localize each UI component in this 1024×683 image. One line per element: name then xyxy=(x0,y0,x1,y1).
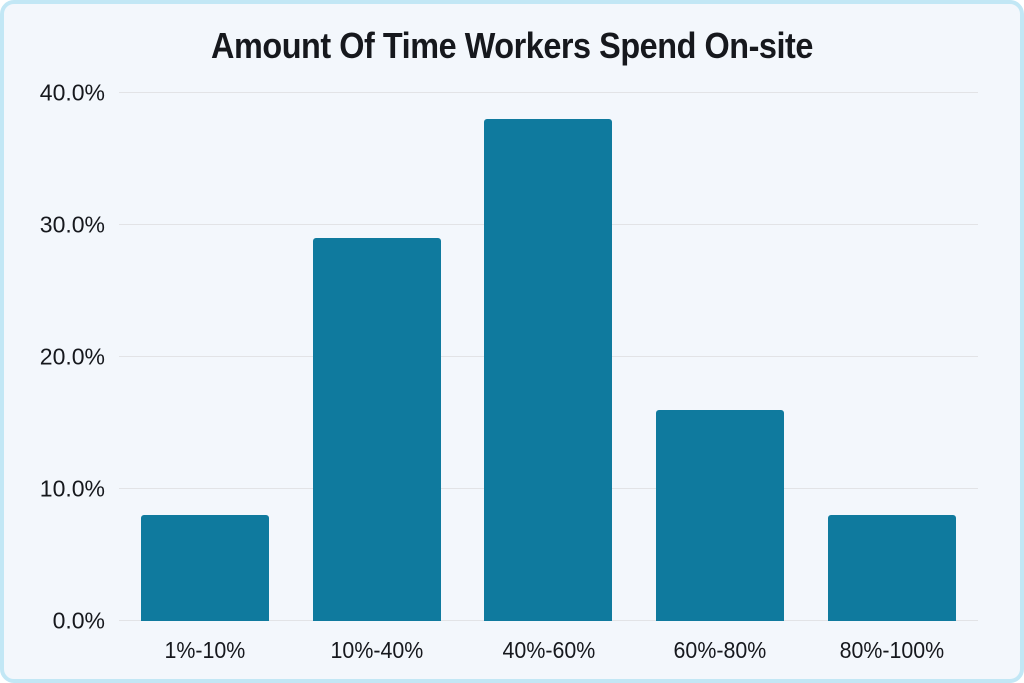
bar-slot xyxy=(463,93,635,621)
bar xyxy=(656,409,785,621)
x-tick-label: 60%-80% xyxy=(673,636,767,663)
bar-slot xyxy=(806,93,978,621)
x-tick-label: 80%-100% xyxy=(839,636,945,663)
bar xyxy=(828,515,957,621)
y-tick-label: 40.0% xyxy=(39,79,105,106)
y-tick-label: 0.0% xyxy=(52,607,105,634)
x-axis-labels: 1%-10% 10%-40% 40%-60% 60%-80% 80%-100% xyxy=(119,633,978,667)
chart-title: Amount Of Time Workers Spend On-site xyxy=(211,25,813,66)
bar-slot xyxy=(634,93,806,621)
x-tick-label: 40%-60% xyxy=(502,636,595,663)
y-axis-labels: 0.0% 10.0% 20.0% 30.0% 40.0% xyxy=(4,80,105,634)
bars-container xyxy=(119,93,978,621)
y-tick-label: 20.0% xyxy=(39,343,105,370)
y-tick-label: 10.0% xyxy=(39,475,105,502)
bar-slot xyxy=(119,93,291,621)
x-tick-label: 10%-40% xyxy=(330,636,424,663)
bar xyxy=(140,515,269,621)
x-tick-label: 1%-10% xyxy=(164,636,246,663)
y-tick-label: 30.0% xyxy=(39,211,105,238)
bar-slot xyxy=(291,93,463,621)
gridline xyxy=(119,92,978,93)
bar xyxy=(484,119,613,621)
bar xyxy=(312,238,441,621)
plot-area xyxy=(119,92,978,621)
